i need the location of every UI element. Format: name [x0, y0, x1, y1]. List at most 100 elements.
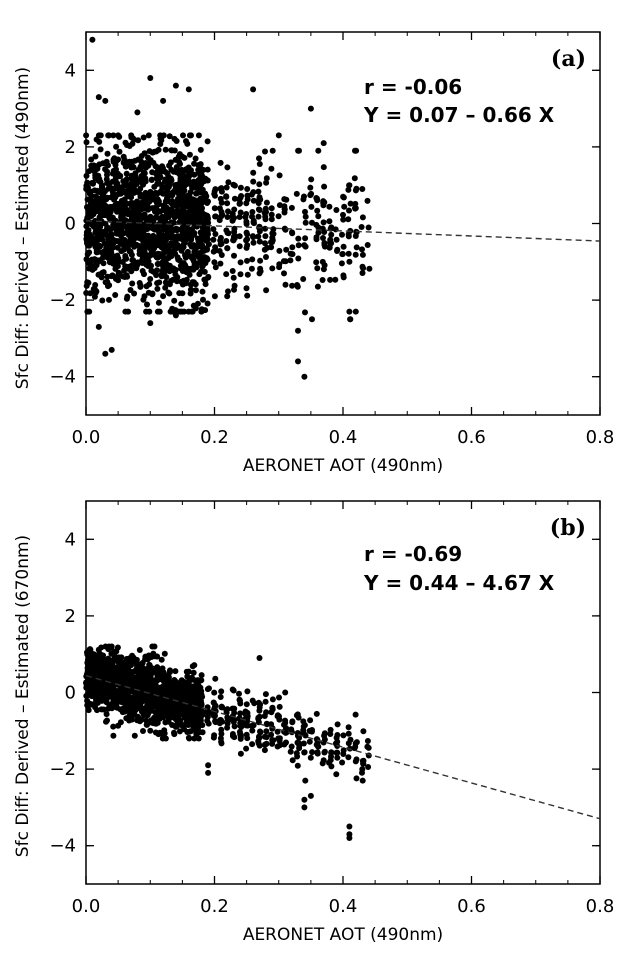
scatter-point	[198, 306, 205, 313]
scatter-point	[90, 221, 97, 228]
scatter-point	[243, 200, 250, 207]
scatter-point	[216, 217, 223, 224]
scatter-point	[86, 188, 93, 195]
scatter-point	[283, 739, 289, 746]
scatter-point	[147, 75, 154, 81]
scatter-point	[127, 702, 134, 708]
scatter-point	[217, 694, 224, 700]
scatter-point	[150, 251, 157, 258]
scatter-point	[340, 243, 347, 250]
scatter-point	[346, 258, 353, 265]
scatter-point	[181, 721, 188, 728]
scatter-point	[166, 180, 173, 187]
scatter-point	[256, 196, 263, 203]
scatter-point	[118, 212, 125, 219]
scatter-point	[186, 151, 193, 158]
scatter-point	[236, 243, 243, 250]
scatter-point	[95, 94, 102, 101]
scatter-point	[165, 214, 172, 221]
scatter-point	[321, 748, 328, 755]
scatter-point	[352, 740, 359, 747]
scatter-point	[154, 209, 161, 216]
scatter-point	[141, 271, 147, 278]
scatter-point	[110, 723, 117, 730]
scatter-point	[171, 731, 178, 738]
scatter-point	[364, 242, 371, 248]
scatter-point	[302, 219, 309, 226]
scatter-point	[256, 704, 263, 711]
scatter-point	[102, 160, 108, 167]
scatter-point	[283, 196, 290, 203]
scatter-point	[170, 276, 177, 283]
scatter-point	[225, 288, 231, 295]
scatter-point	[288, 204, 295, 211]
scatter-point	[179, 244, 186, 251]
scatter-point	[300, 723, 307, 730]
scatter-point	[345, 730, 352, 737]
scatter-point	[146, 308, 153, 315]
scatter-point	[262, 213, 269, 220]
scatter-point	[224, 245, 231, 252]
scatter-point	[243, 221, 250, 227]
y-tick-label: −2	[49, 290, 76, 311]
scatter-point	[99, 297, 106, 304]
scatter-point	[192, 155, 199, 162]
scatter-point	[129, 280, 136, 287]
scatter-point	[193, 182, 200, 189]
scatter-point	[169, 722, 176, 728]
scatter-point	[131, 290, 138, 297]
scatter-point	[134, 188, 141, 195]
regression-line	[85, 674, 601, 820]
scatter-point	[160, 730, 167, 737]
scatter-point	[185, 86, 192, 93]
scatter-point	[180, 207, 187, 213]
scatter-point	[175, 198, 182, 205]
scatter-point	[189, 683, 196, 690]
scatter-point	[300, 730, 307, 737]
scatter-point	[308, 176, 315, 183]
scatter-point	[185, 695, 191, 702]
scatter-point	[98, 274, 105, 281]
scatter-point	[158, 133, 165, 140]
scatter-point	[360, 728, 367, 735]
scatter-point	[289, 230, 296, 237]
correlation-text: r = -0.69	[364, 542, 462, 566]
scatter-point	[268, 216, 275, 223]
y-tick-label: 4	[65, 60, 76, 81]
scatter-point	[211, 689, 218, 696]
scatter-point	[146, 668, 153, 675]
scatter-point	[121, 157, 128, 163]
scatter-point	[223, 184, 230, 191]
scatter-point	[261, 713, 268, 719]
scatter-point	[229, 217, 236, 224]
scatter-point	[365, 764, 372, 770]
scatter-point	[90, 286, 97, 292]
scatter-point	[294, 732, 301, 739]
scatter-point	[198, 672, 205, 679]
scatter-point	[113, 166, 119, 173]
scatter-point	[126, 714, 133, 721]
scatter-point	[231, 195, 238, 202]
scatter-point	[352, 711, 359, 718]
scatter-point	[104, 689, 111, 696]
scatter-point	[320, 200, 327, 206]
scatter-point	[333, 207, 340, 213]
scatter-point	[189, 691, 196, 697]
scatter-point	[166, 267, 173, 274]
scatter-point	[85, 670, 92, 677]
scatter-point	[158, 656, 165, 663]
scatter-point	[136, 647, 143, 653]
scatter-point	[248, 265, 255, 272]
scatter-point	[307, 717, 314, 724]
scatter-point	[100, 684, 107, 691]
scatter-point	[199, 709, 206, 715]
scatter-point	[110, 158, 117, 165]
scatter-point	[99, 209, 106, 216]
scatter-point	[150, 223, 156, 230]
scatter-point	[102, 279, 109, 286]
scatter-point	[172, 716, 179, 723]
scatter-point	[184, 673, 191, 680]
scatter-point	[153, 272, 160, 279]
scatter-point	[161, 265, 168, 272]
scatter-point	[274, 712, 281, 719]
